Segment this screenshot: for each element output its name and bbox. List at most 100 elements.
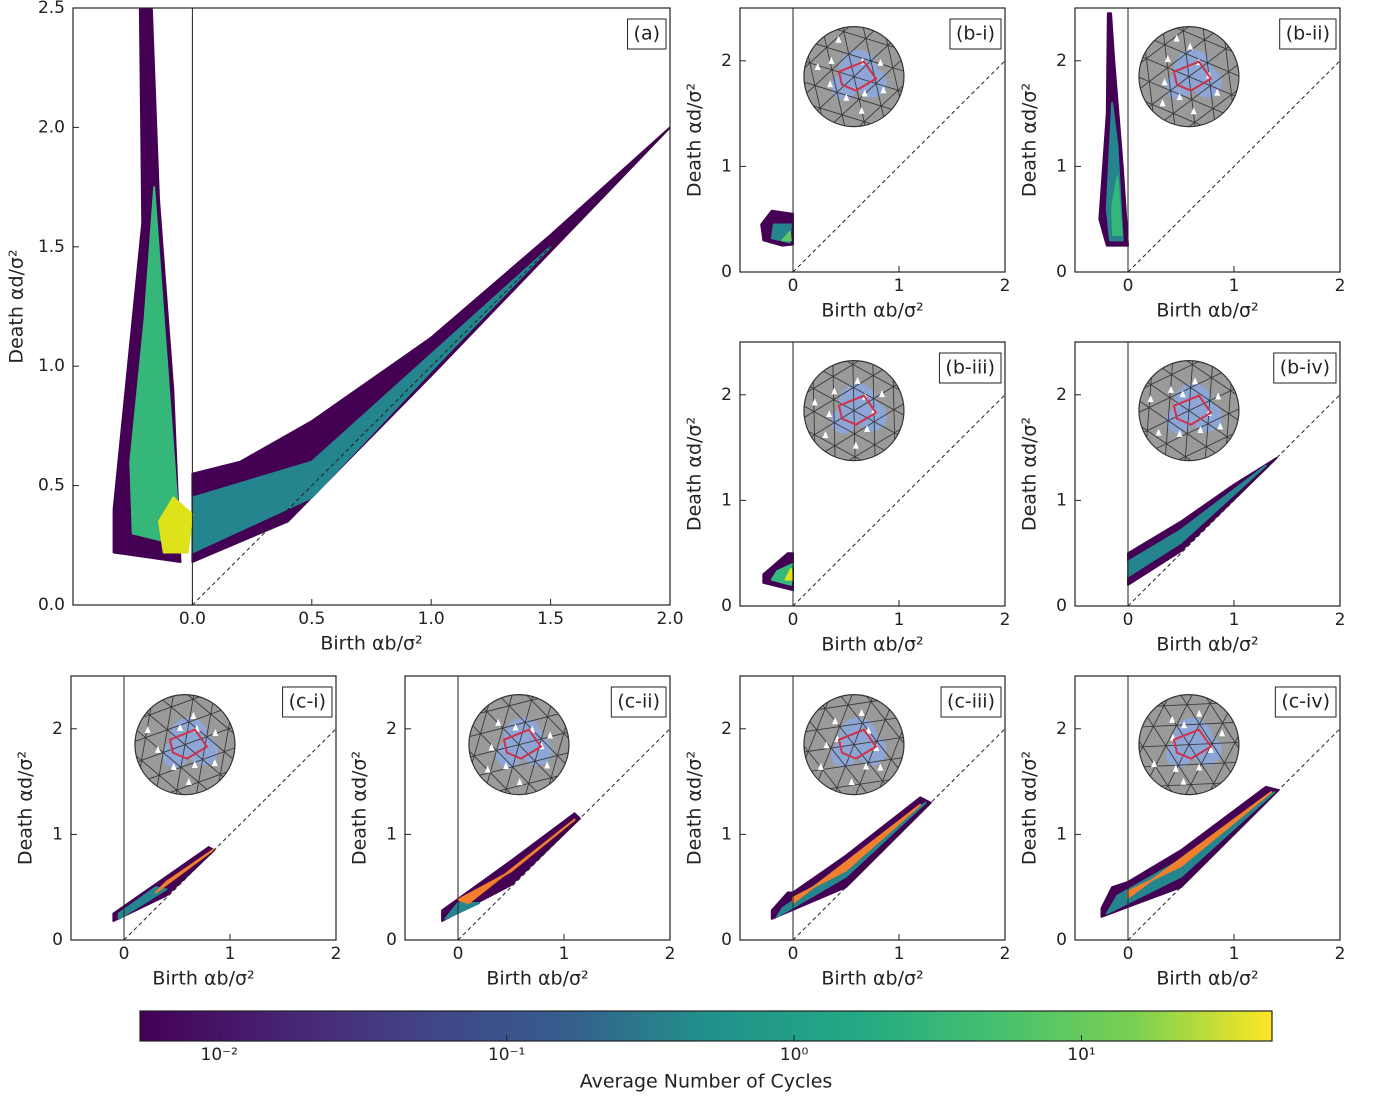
mesh-edge bbox=[850, 696, 896, 795]
plot-area bbox=[1098, 8, 1340, 272]
blob bbox=[830, 741, 857, 768]
mesh-edge bbox=[823, 50, 904, 127]
void bbox=[1169, 715, 1176, 723]
panel-label: (c-ii) bbox=[617, 691, 660, 713]
mesh-edge bbox=[786, 676, 905, 694]
x-axis-label: Birth αb/σ² bbox=[1156, 968, 1258, 990]
colorbar-tick-label: 10¹ bbox=[1067, 1045, 1095, 1065]
diagonal bbox=[792, 394, 1005, 606]
mesh-edge bbox=[803, 26, 885, 104]
mesh-edge bbox=[1241, 10, 1256, 129]
cycle bbox=[837, 60, 878, 92]
axes-frame bbox=[404, 675, 671, 941]
x-tick-label: 2 bbox=[1000, 276, 1011, 296]
blob bbox=[1191, 401, 1222, 432]
mesh-edge bbox=[809, 35, 899, 118]
plot-area bbox=[1127, 342, 1340, 606]
mesh-edge bbox=[1178, 700, 1235, 795]
plot-area bbox=[770, 676, 1005, 940]
mesh-edge bbox=[1152, 56, 1239, 127]
y-tick-label: 0 bbox=[721, 596, 732, 616]
void bbox=[1155, 428, 1162, 436]
mesh-edge bbox=[803, 379, 904, 443]
mesh-edge bbox=[803, 31, 810, 127]
inset bbox=[786, 676, 905, 795]
axes-frame bbox=[70, 675, 337, 941]
plot-area bbox=[760, 8, 1005, 272]
x-tick-label: 0.0 bbox=[179, 609, 206, 629]
mesh-edge bbox=[134, 694, 228, 728]
cycle bbox=[837, 728, 878, 760]
panel-label-box bbox=[282, 686, 333, 718]
panel-label-box bbox=[1274, 686, 1337, 718]
x-axis-label: Birth αb/σ² bbox=[821, 634, 923, 656]
x-tick-label: 1.0 bbox=[418, 609, 445, 629]
density-cloud bbox=[1111, 175, 1123, 237]
panel: 0.0 0.5 1.0 1.5 2.0 0.0 0.5 1.0 1.5 2.0 2.5 Birth α… bbox=[6, 0, 684, 655]
void bbox=[835, 35, 842, 43]
blob bbox=[161, 741, 188, 768]
void bbox=[854, 376, 861, 384]
mesh-edge bbox=[1143, 402, 1239, 456]
x-tick-label: 2 bbox=[331, 944, 342, 964]
inset bbox=[1138, 360, 1239, 461]
y-tick-label: 2 bbox=[721, 719, 732, 739]
x-tick-label: 1 bbox=[1229, 276, 1240, 296]
y-tick-label: 0.0 bbox=[38, 595, 65, 615]
y-tick-label: 1 bbox=[721, 156, 732, 176]
plot-area bbox=[1100, 676, 1340, 940]
mesh-edge bbox=[803, 755, 904, 774]
diagonal bbox=[792, 60, 1005, 272]
panel: 0 1 2 0 1 2 Birth αb/σ² Death αd/σ² (b-iv) bbox=[1019, 341, 1345, 656]
void bbox=[1196, 763, 1203, 771]
void bbox=[877, 58, 884, 66]
void bbox=[190, 711, 197, 719]
void bbox=[828, 56, 835, 64]
y-tick-label: 2 bbox=[1056, 385, 1067, 405]
x-tick-label: 0.5 bbox=[298, 609, 325, 629]
mesh-edge bbox=[468, 748, 569, 780]
mesh-edge bbox=[135, 742, 235, 785]
x-axis-label: Birth αb/σ² bbox=[486, 968, 588, 990]
y-tick-label: 1.0 bbox=[38, 356, 65, 376]
panel-label-box bbox=[940, 686, 1002, 718]
inset bbox=[1138, 10, 1256, 129]
panel-label-box bbox=[938, 352, 1002, 384]
void bbox=[1176, 429, 1183, 437]
y-tick-label: 1 bbox=[1056, 156, 1067, 176]
panel-label: (b-iv) bbox=[1280, 357, 1330, 379]
density-cloud bbox=[154, 848, 216, 894]
mesh-edge bbox=[1126, 682, 1246, 688]
diagonal bbox=[123, 728, 336, 940]
axes-frame bbox=[739, 341, 1006, 607]
x-tick-label: 1 bbox=[894, 276, 905, 296]
void bbox=[170, 763, 177, 771]
void bbox=[502, 762, 509, 770]
x-tick-label: 2 bbox=[1335, 944, 1346, 964]
y-tick-label: 0 bbox=[1056, 596, 1067, 616]
x-tick-label: 2 bbox=[665, 944, 676, 964]
colorbar-label: Average Number of Cycles bbox=[580, 1071, 833, 1093]
void bbox=[1159, 99, 1166, 107]
y-tick-label: 2.5 bbox=[38, 0, 65, 18]
panel-label: (b-iii) bbox=[945, 357, 995, 379]
void bbox=[1190, 107, 1197, 115]
void bbox=[495, 718, 502, 726]
y-tick-label: 2 bbox=[1056, 51, 1067, 71]
y-tick-label: 2 bbox=[721, 51, 732, 71]
inset-border bbox=[1138, 26, 1240, 128]
density-cloud bbox=[191, 126, 670, 564]
mesh-edge bbox=[1138, 741, 1239, 748]
inset-border bbox=[803, 694, 905, 796]
mesh-edge bbox=[1139, 704, 1205, 795]
inset bbox=[134, 694, 235, 795]
void bbox=[831, 387, 838, 395]
mesh-edge bbox=[1138, 384, 1239, 437]
y-tick-label: 1 bbox=[1056, 490, 1067, 510]
void bbox=[1164, 55, 1171, 63]
void bbox=[1180, 777, 1187, 785]
density-cloud bbox=[792, 803, 922, 905]
density-cloud bbox=[191, 245, 552, 554]
void bbox=[832, 717, 839, 725]
